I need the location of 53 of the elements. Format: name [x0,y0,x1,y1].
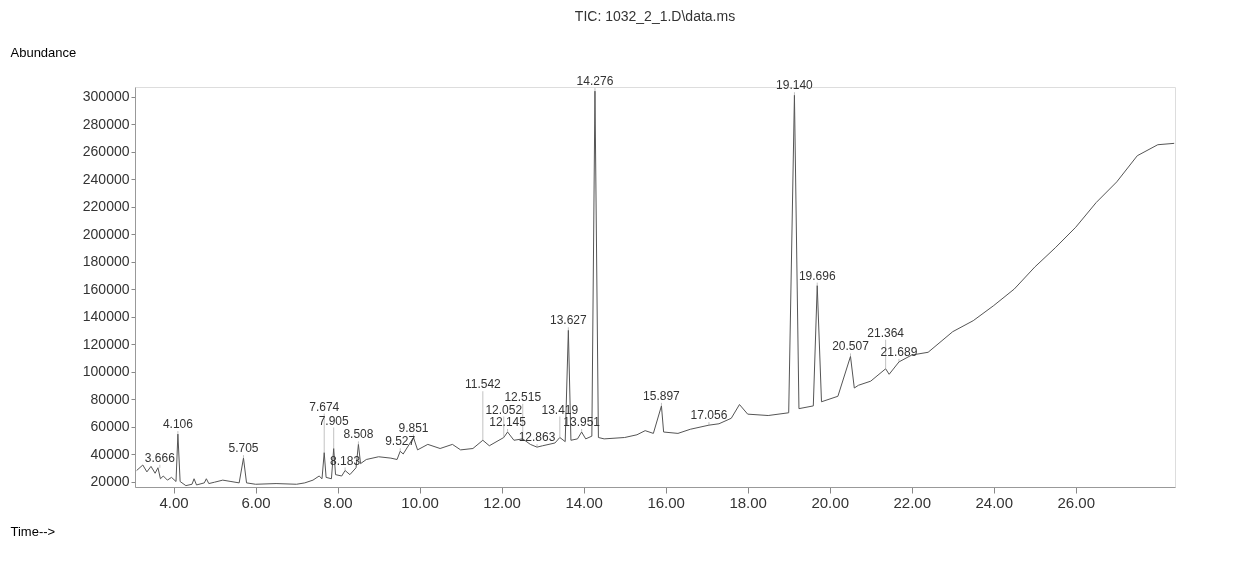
annotation: 3.666 [144,450,176,465]
annotation: 9.527 [385,434,416,449]
annotation: 11.542 [464,377,502,392]
annotation: 5.705 [228,441,259,456]
y-tick-label: 220000 [82,198,130,215]
annotation: 20.507 [832,339,870,354]
y-tick-label: 280000 [82,115,130,132]
x-tick-label: 12.00 [483,493,521,511]
chart-title: TIC: 1032_2_1.D\data.ms [574,8,736,24]
annotation: 13.419 [541,402,579,417]
annotation: 9.851 [398,420,429,435]
y-tick-label: 260000 [82,143,130,160]
x-tick-label: 14.00 [565,493,603,511]
annotation: 4.106 [162,417,194,432]
x-tick-label: 20.00 [811,493,849,511]
y-tick-label: 240000 [82,170,130,187]
x-tick-label: 8.00 [323,493,353,511]
y-tick-label: 120000 [82,335,130,352]
y-axis-title: Abundance [10,44,77,60]
annotation: 21.689 [880,344,918,359]
annotation: 15.897 [643,388,681,403]
annotation: 8.508 [343,427,374,442]
x-tick-label: 6.00 [241,493,271,511]
x-axis-title: Time--> [10,523,56,539]
annotation: 17.056 [690,408,728,423]
annotation: 7.905 [318,413,350,428]
x-tick-label: 22.00 [893,493,931,511]
annotation: 12.863 [518,430,556,445]
y-tick-label: 100000 [82,363,130,380]
annotation: 19.696 [798,268,836,283]
annotation: 7.674 [309,399,340,414]
y-tick-label: 60000 [90,418,130,435]
y-tick-label: 160000 [82,280,130,297]
x-tick-label: 4.00 [159,493,189,511]
y-tick-label: 300000 [82,88,130,105]
annotation: 12.052 [485,402,523,417]
y-tick-label: 80000 [90,390,130,407]
annotation: 14.276 [576,74,614,89]
x-tick-label: 18.00 [729,493,767,511]
y-tick-label: 200000 [82,225,130,242]
x-tick-label: 26.00 [1057,493,1096,511]
y-tick-label: 40000 [90,445,130,462]
y-tick-label: 20000 [90,473,130,489]
annotation: 21.364 [867,325,905,340]
annotation: 12.515 [504,389,542,404]
x-tick-label: 16.00 [647,493,685,511]
y-tick-label: 140000 [82,308,130,325]
annotation: 19.140 [776,78,814,93]
y-tick-label: 180000 [82,253,130,270]
x-tick-label: 24.00 [975,493,1014,511]
annotation: 12.145 [489,415,527,430]
annotation: 13.627 [550,313,588,328]
x-tick-label: 10.00 [401,493,439,511]
